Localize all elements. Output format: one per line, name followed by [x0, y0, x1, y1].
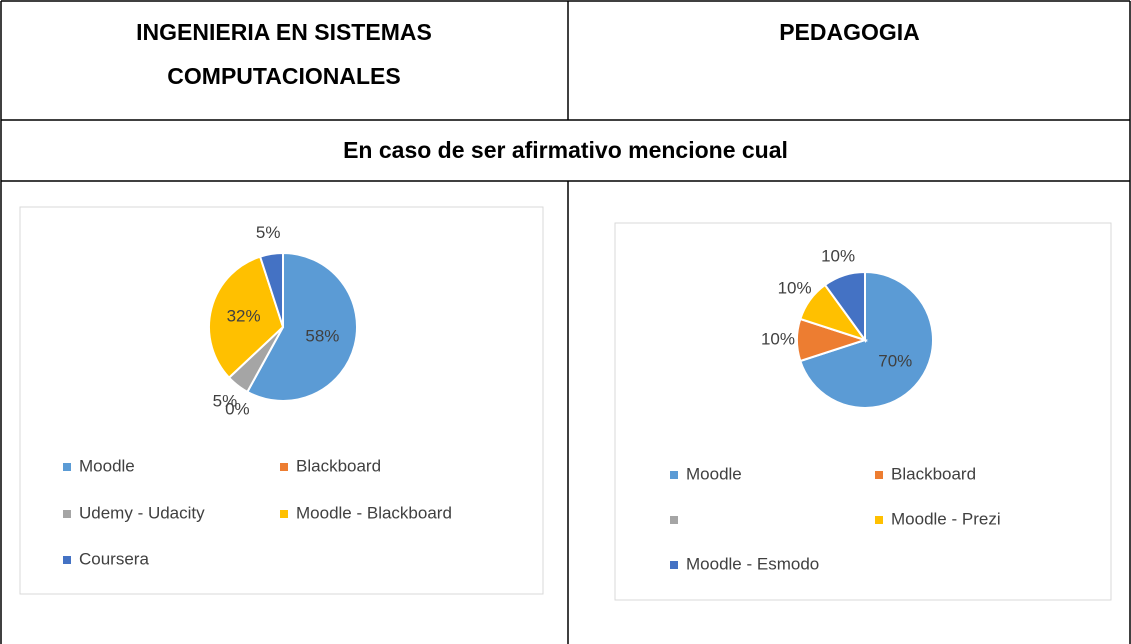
- legend-swatch: [875, 516, 883, 524]
- data-label: 10%: [761, 329, 795, 348]
- legend-label: Blackboard: [891, 464, 976, 483]
- pie-slice: [208, 255, 285, 380]
- header-text: PEDAGOGIA: [779, 19, 920, 45]
- subtitle: En caso de ser afirmativo mencione cual: [343, 137, 788, 163]
- data-label: 32%: [227, 306, 261, 325]
- legend-label: Moodle: [686, 464, 742, 483]
- legend-swatch: [63, 510, 71, 518]
- data-label: 5%: [213, 391, 238, 410]
- legend-label: Udemy - Udacity: [79, 503, 205, 522]
- header-text: INGENIERIA EN SISTEMAS COMPUTACIONALES: [136, 19, 432, 89]
- legend-swatch: [280, 463, 288, 471]
- legend-swatch: [670, 516, 678, 524]
- legend-swatch: [670, 471, 678, 479]
- data-label: 58%: [305, 327, 339, 346]
- legend-swatch: [63, 463, 71, 471]
- legend-label: Coursera: [79, 549, 149, 568]
- legend-swatch: [280, 510, 288, 518]
- legend-label: Moodle - Prezi: [891, 509, 1001, 528]
- legend-swatch: [63, 556, 71, 564]
- legend-label: Blackboard: [296, 456, 381, 475]
- legend-swatch: [670, 561, 678, 569]
- pie-slice: [245, 251, 358, 402]
- header-cell: PEDAGOGIA: [568, 10, 1131, 54]
- legend-label: Moodle - Blackboard: [296, 503, 452, 522]
- legend-swatch: [875, 471, 883, 479]
- data-label: 5%: [256, 223, 281, 242]
- header-cell: INGENIERIA EN SISTEMAS COMPUTACIONALES: [0, 10, 568, 98]
- data-label: 0%: [225, 399, 250, 418]
- data-label: 10%: [821, 247, 855, 266]
- pie-slice: [258, 251, 284, 328]
- data-label: 70%: [878, 351, 912, 370]
- legend-label: Moodle: [79, 456, 135, 475]
- pie-slice: [823, 270, 866, 344]
- data-label: 10%: [778, 278, 812, 297]
- legend-label: Moodle - Esmodo: [686, 554, 819, 573]
